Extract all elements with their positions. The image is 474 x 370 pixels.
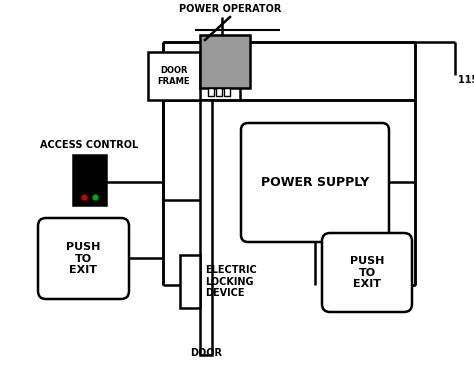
FancyBboxPatch shape: [241, 123, 389, 242]
Bar: [208, 88, 214, 96]
Bar: [200, 35, 250, 88]
Text: PUSH
TO
EXIT: PUSH TO EXIT: [350, 256, 384, 289]
FancyBboxPatch shape: [38, 218, 129, 299]
Bar: [216, 88, 222, 96]
Text: POWER OPERATOR: POWER OPERATOR: [179, 4, 281, 14]
Text: DOOR
FRAME: DOOR FRAME: [158, 66, 190, 86]
Bar: [224, 88, 230, 96]
Text: ELECTRIC
LOCKING
DEVICE: ELECTRIC LOCKING DEVICE: [205, 265, 257, 298]
Text: DOOR: DOOR: [190, 348, 222, 358]
Bar: [200, 100, 212, 355]
Bar: [73, 155, 106, 205]
Text: POWER SUPPLY: POWER SUPPLY: [261, 176, 369, 189]
Bar: [148, 52, 200, 100]
FancyBboxPatch shape: [322, 233, 412, 312]
Text: PUSH
TO
EXIT: PUSH TO EXIT: [66, 242, 100, 275]
Bar: [180, 255, 200, 308]
Text: ACCESS CONTROL: ACCESS CONTROL: [40, 140, 138, 150]
Text: 115 VOLTS AC: 115 VOLTS AC: [458, 75, 474, 85]
